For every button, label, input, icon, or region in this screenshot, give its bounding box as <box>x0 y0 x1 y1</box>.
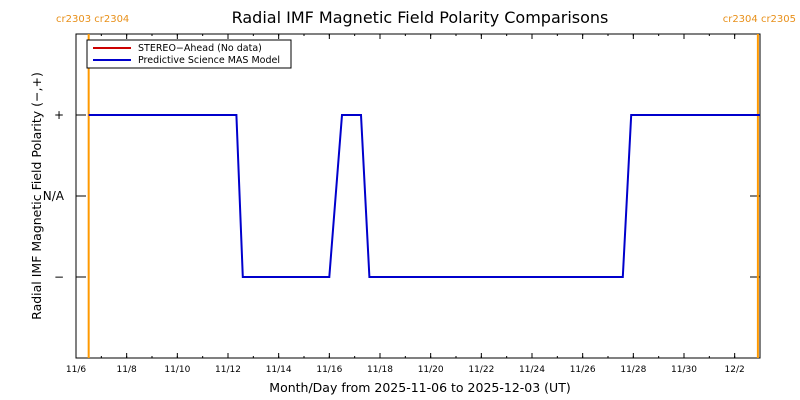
x-axis-label: Month/Day from 2025-11-06 to 2025-12-03 … <box>269 380 570 395</box>
plot-frame <box>75 33 761 359</box>
y-tick-label: − <box>54 270 64 284</box>
x-tick-label: 11/12 <box>215 365 241 375</box>
y-tick-label: + <box>54 108 64 122</box>
carrington-label: cr2304 cr2305 <box>723 14 796 25</box>
legend-label-stereo: STEREO−Ahead (No data) <box>138 43 262 54</box>
legend-box <box>86 39 292 69</box>
series-lines <box>88 114 760 278</box>
legend: STEREO−Ahead (No data) Predictive Scienc… <box>86 39 292 69</box>
chart-title: Radial IMF Magnetic Field Polarity Compa… <box>232 8 609 27</box>
legend-label-mas: Predictive Science MAS Model <box>138 55 280 66</box>
x-axis-ticks: 11/6 11/8 11/10 11/12 11/14 11/16 11/18 11/20 11… <box>66 34 761 375</box>
y-axis-ticks: + N/A − <box>43 108 760 284</box>
x-tick-label: 11/28 <box>620 365 646 375</box>
carrington-labels: cr2303 cr2304 cr2304 cr2305 <box>56 14 796 25</box>
x-tick-label: 11/24 <box>519 365 545 375</box>
x-tick-label: 11/14 <box>266 365 292 375</box>
x-tick-label: 11/8 <box>117 365 137 375</box>
x-tick-label: 12/2 <box>725 365 745 375</box>
x-tick-label: 11/26 <box>570 365 596 375</box>
carrington-label: cr2303 cr2304 <box>56 14 129 25</box>
x-tick-label: 11/10 <box>164 365 190 375</box>
y-axis-label: Radial IMF Magnetic Field Polarity (−,+) <box>29 72 44 320</box>
series-line-mas-model <box>88 114 760 278</box>
x-tick-label: 11/18 <box>367 365 393 375</box>
x-tick-label: 11/30 <box>671 365 697 375</box>
carrington-markers <box>87 34 759 358</box>
x-tick-label: 11/20 <box>418 365 444 375</box>
x-tick-label: 11/6 <box>66 365 86 375</box>
x-tick-label: 11/16 <box>316 365 342 375</box>
x-tick-label: 11/22 <box>468 365 494 375</box>
y-tick-label: N/A <box>43 189 65 203</box>
